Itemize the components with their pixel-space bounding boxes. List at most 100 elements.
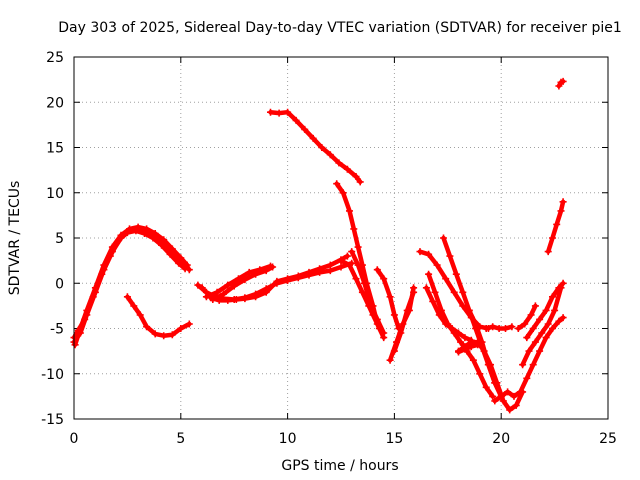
data-point: [346, 207, 353, 215]
data-point: [166, 250, 174, 258]
data-point: [213, 288, 221, 296]
data-point: [452, 270, 460, 278]
data-point: [525, 347, 533, 355]
data-point: [536, 347, 544, 355]
data-point: [343, 252, 351, 260]
data-point: [275, 109, 283, 117]
data-point: [373, 315, 381, 323]
data-point: [160, 236, 168, 244]
data-point: [549, 325, 556, 332]
data-point: [450, 329, 458, 337]
data-point: [425, 250, 433, 258]
data-series: [70, 77, 567, 414]
data-point: [132, 227, 140, 235]
data-point: [497, 392, 505, 400]
data-point: [446, 252, 454, 260]
data-point: [175, 259, 183, 267]
data-point: [309, 134, 317, 142]
data-point: [482, 383, 490, 391]
data-point: [224, 281, 232, 289]
data-point: [504, 388, 512, 396]
data-point: [551, 306, 559, 314]
y-tick-label: 10: [46, 186, 64, 202]
data-point: [429, 297, 437, 305]
data-point: [555, 82, 563, 90]
data-point: [455, 348, 462, 356]
y-tick-label: 15: [46, 141, 64, 157]
data-point: [450, 288, 458, 296]
data-point: [151, 230, 159, 237]
data-point: [422, 284, 430, 292]
data-point: [544, 320, 552, 328]
data-point: [252, 293, 260, 301]
data-point: [262, 267, 270, 275]
data-point: [431, 288, 439, 296]
data-point: [472, 320, 480, 328]
data-point: [386, 356, 394, 364]
y-axis-label: SDTVAR / TECUs: [7, 181, 23, 296]
data-point: [252, 270, 260, 278]
data-point: [459, 288, 467, 296]
data-point: [241, 295, 249, 303]
data-point: [529, 325, 537, 332]
data-point: [531, 338, 539, 346]
data-point: [183, 261, 191, 269]
data-point: [284, 275, 292, 283]
data-point: [339, 189, 347, 197]
data-point: [81, 315, 89, 323]
series-arc-12: [349, 249, 386, 336]
data-point: [521, 320, 529, 328]
data-point: [425, 270, 433, 278]
data-point: [510, 392, 518, 400]
data-point: [491, 379, 499, 387]
data-point: [367, 302, 375, 310]
data-point: [318, 144, 326, 151]
data-point: [292, 116, 300, 124]
data-point: [433, 261, 441, 269]
series-arc-29: [456, 342, 480, 355]
data-point: [397, 329, 405, 337]
data-point: [380, 329, 388, 337]
data-point: [519, 361, 527, 369]
data-point: [442, 275, 450, 283]
data-point: [489, 392, 497, 400]
data-point: [326, 261, 334, 269]
data-point: [516, 388, 524, 396]
data-point: [346, 261, 353, 269]
data-point: [523, 374, 531, 382]
data-point: [559, 198, 567, 206]
data-point: [194, 281, 202, 289]
data-point: [410, 288, 418, 296]
data-point: [416, 248, 424, 256]
series-arc-15: [392, 290, 416, 354]
data-point: [348, 248, 356, 256]
data-point: [538, 329, 546, 337]
x-tick-label: 10: [279, 431, 297, 447]
data-point: [224, 296, 232, 304]
data-point: [461, 334, 469, 342]
data-point: [230, 282, 238, 290]
data-point: [508, 323, 516, 331]
data-point: [461, 345, 469, 353]
data-point: [337, 257, 345, 265]
data-point: [337, 263, 345, 271]
y-tick-label: 20: [46, 95, 64, 111]
data-point: [115, 236, 123, 244]
data-point: [356, 178, 364, 186]
data-point: [549, 293, 556, 301]
data-point: [220, 290, 227, 298]
data-point: [343, 165, 351, 173]
chart-title: Day 303 of 2025, Sidereal Day-to-day VTE…: [58, 20, 622, 36]
data-point: [284, 108, 292, 116]
data-point: [549, 234, 556, 242]
data-point: [457, 338, 465, 346]
data-point: [149, 234, 157, 242]
data-point: [352, 275, 360, 283]
data-point: [440, 234, 447, 242]
x-tick-label: 15: [385, 431, 403, 447]
y-tick-label: 25: [46, 50, 64, 66]
data-point: [185, 320, 193, 328]
data-point: [168, 245, 176, 253]
data-point: [484, 361, 492, 369]
